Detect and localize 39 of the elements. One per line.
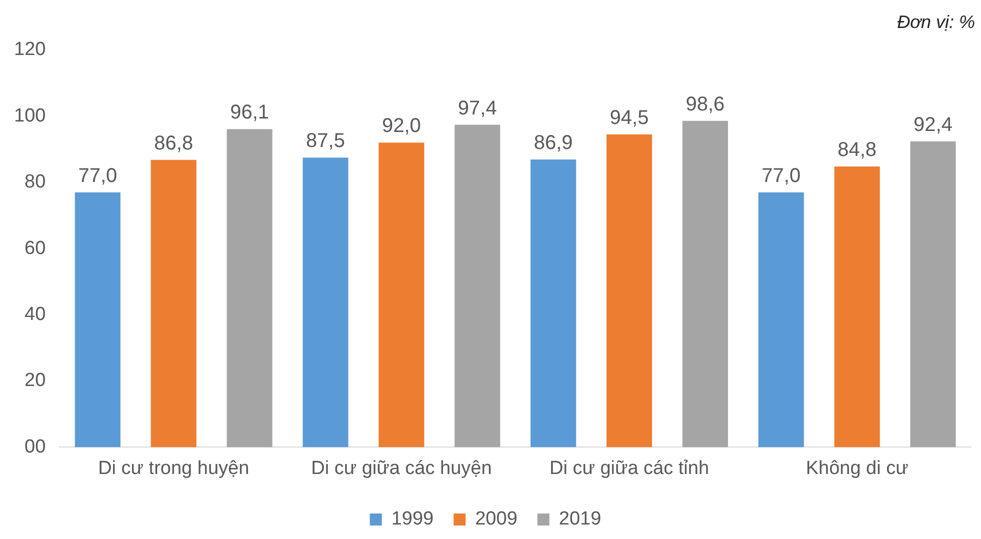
legend-label: 1999 xyxy=(391,508,434,530)
x-tick-label: Di cư giữa các tỉnh xyxy=(549,458,710,479)
y-tick-label: 20 xyxy=(24,370,46,392)
legend-label: 2009 xyxy=(475,508,518,530)
text: Đơn vị: % xyxy=(897,12,975,33)
bar xyxy=(302,158,348,448)
bar xyxy=(150,160,196,448)
bar xyxy=(378,142,424,448)
data-label: 96,1 xyxy=(230,102,270,124)
data-label: 94,5 xyxy=(610,106,649,129)
data-label: 77,0 xyxy=(78,164,118,187)
y-tick-label: 120 xyxy=(14,39,46,60)
data-label: 84,8 xyxy=(838,139,877,162)
legend-label: 2019 xyxy=(558,508,602,530)
bar xyxy=(530,160,576,448)
bar xyxy=(74,192,120,448)
y-tick-label: 80 xyxy=(24,172,46,193)
x-tick-label: Di cư giữa các huyện xyxy=(311,458,492,479)
data-label: 86,8 xyxy=(154,132,194,154)
y-tick-label: 60 xyxy=(24,238,46,259)
bar xyxy=(758,192,804,448)
y-tick-label: 40 xyxy=(24,304,46,326)
bar xyxy=(910,141,956,448)
x-tick-label: Không di cư xyxy=(806,458,909,479)
bar xyxy=(454,124,500,448)
y-tick-label: 100 xyxy=(14,105,46,126)
data-label: 87,5 xyxy=(306,130,345,152)
x-tick-label: Di cư trong huyện xyxy=(98,458,250,479)
bar xyxy=(834,166,880,448)
bar xyxy=(682,120,728,448)
data-label: 98,6 xyxy=(686,93,725,116)
bar xyxy=(226,129,272,448)
data-label: 86,9 xyxy=(534,132,573,154)
data-label: 97,4 xyxy=(458,97,497,120)
data-label: 92,4 xyxy=(914,114,952,136)
data-label: 92,0 xyxy=(382,115,421,138)
bar xyxy=(606,134,652,448)
data-label: 77,0 xyxy=(762,164,801,187)
y-tick-label: 00 xyxy=(24,436,46,458)
